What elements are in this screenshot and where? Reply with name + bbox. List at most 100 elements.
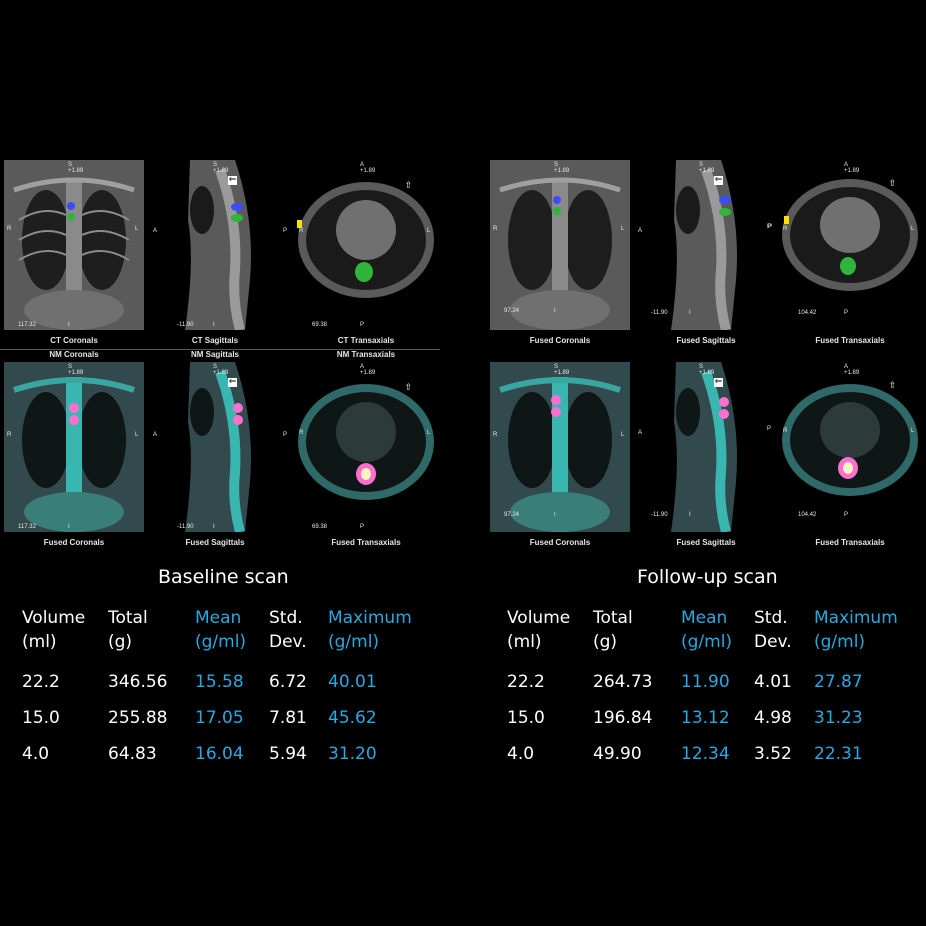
ct-coronal-graphic	[490, 160, 630, 330]
baseline-scan-title: Baseline scan	[158, 566, 289, 588]
header-line-2: Dev.	[754, 632, 792, 652]
followup-fused-coronal-image[interactable]: S +1.89 R L 97.24 I	[490, 362, 630, 532]
cell-maximum: 31.23	[814, 708, 863, 728]
orientation-l-label: L	[427, 430, 431, 436]
direction-arrow-icon: ⇧	[404, 181, 413, 191]
cell-volume: 22.2	[507, 672, 545, 692]
header-volume: Volume (ml)	[22, 606, 85, 654]
ct-sagittal-graphic	[671, 160, 737, 330]
cell-total: 64.83	[108, 744, 157, 764]
cell-mean: 17.05	[195, 708, 244, 728]
followup-top-transaxial-image[interactable]: A +1.89 ⇧ R L 104.42 P	[780, 160, 920, 330]
orientation-r-label: R	[783, 226, 788, 232]
fused-transaxial-graphic	[298, 384, 434, 500]
cell-std-dev: 7.81	[269, 708, 307, 728]
transaxial-position-label: 104.42	[798, 310, 817, 316]
orientation-a-label: A	[153, 228, 158, 234]
cell-total: 255.88	[108, 708, 168, 728]
baseline-ct-coronal-image[interactable]: S +1.89 R L 117.32 I	[4, 160, 144, 330]
caption-fused-transaxials-top: Fused Transaxials	[815, 336, 885, 345]
header-volume: Volume (ml)	[507, 606, 570, 654]
header-line-1: Total	[108, 608, 148, 628]
direction-arrow-icon: ⇧	[888, 179, 897, 189]
cell-std-dev: 6.72	[269, 672, 307, 692]
transaxial-position-label: 104.42	[798, 512, 817, 518]
header-line-2: (g)	[593, 632, 618, 652]
direction-arrow-icon: ⇧	[404, 383, 413, 393]
baseline-fused-transaxial-image[interactable]: A +1.89 ⇧ R L 69.38 P	[296, 362, 436, 532]
orientation-l-label: L	[427, 228, 431, 234]
cell-maximum: 45.62	[328, 708, 377, 728]
orientation-s-label: S	[554, 162, 559, 168]
a-value-label: +1.89	[844, 168, 860, 174]
header-line-1: Std.	[754, 608, 788, 628]
orientation-p-label: P	[768, 224, 773, 230]
cell-total: 264.73	[593, 672, 653, 692]
baseline-ct-sagittal-image[interactable]: S +1.89 ⇐ -11.90 I	[160, 160, 270, 330]
orientation-a-label: A	[638, 228, 643, 234]
followup-top-sagittal-image[interactable]: S +1.89 ⇐ -11.90 I	[646, 160, 756, 330]
cell-std-dev: 4.01	[754, 672, 792, 692]
orientation-p-label: P	[767, 224, 772, 230]
orientation-i-label: I	[689, 512, 691, 518]
cell-std-dev: 5.94	[269, 744, 307, 764]
header-std-dev: Std. Dev.	[754, 606, 792, 654]
cell-total: 49.90	[593, 744, 642, 764]
orientation-r-label: R	[7, 226, 12, 232]
followup-fused-transaxial-image[interactable]: A +1.89 ⇧ R L 104.42 P	[780, 362, 920, 532]
direction-arrow-icon: ⇐	[228, 175, 237, 185]
baseline-ct-transaxial-image[interactable]: A +1.89 ⇧ R L 69.38 P	[296, 160, 436, 330]
orientation-l-label: L	[621, 432, 625, 438]
followup-top-coronal-image[interactable]: S +1.89 R L 97.24 I	[490, 160, 630, 330]
header-line-2: (g)	[108, 632, 133, 652]
orientation-s-label: S	[699, 364, 704, 370]
caption-fused-sagittals-top: Fused Sagittals	[676, 336, 736, 345]
header-line-1: Volume	[507, 608, 571, 628]
header-line-1: Std.	[269, 608, 303, 628]
orientation-i-label: I	[554, 308, 556, 314]
s-value-label: +1.89	[554, 168, 570, 174]
orientation-l-label: L	[135, 432, 139, 438]
fused-coronal-graphic	[4, 362, 144, 532]
direction-arrow-icon: ⇐	[228, 377, 237, 387]
orientation-p-label: P	[844, 310, 849, 316]
header-line-1: Mean	[195, 608, 242, 628]
s-value-label: +1.89	[213, 370, 229, 376]
followup-scan-title: Follow-up scan	[637, 566, 778, 588]
cell-maximum: 40.01	[328, 672, 377, 692]
orientation-p-label: P	[283, 228, 288, 234]
orientation-r-label: R	[299, 430, 304, 436]
orientation-r-label: R	[7, 432, 12, 438]
orientation-r-label: R	[493, 432, 498, 438]
direction-arrow-icon: ⇧	[888, 381, 897, 391]
caption-nm-coronals: NM Coronals	[49, 350, 99, 359]
header-line-1: Maximum	[328, 608, 412, 628]
orientation-i-label: I	[68, 322, 70, 328]
header-line-2: (g/ml)	[681, 632, 733, 652]
fused-sagittal-graphic	[185, 362, 251, 532]
orientation-p-label: P	[360, 524, 365, 530]
orientation-l-label: L	[135, 226, 139, 232]
s-value-label: +1.89	[699, 168, 715, 174]
orientation-i-label: I	[213, 322, 215, 328]
orientation-a-label: A	[844, 364, 849, 370]
orientation-r-label: R	[493, 226, 498, 232]
coronal-position-label: 97.24	[504, 512, 520, 518]
a-value-label: +1.89	[844, 370, 860, 376]
caption-fused-sagittals: Fused Sagittals	[676, 538, 736, 547]
followup-fused-sagittal-image[interactable]: S +1.89 ⇐ -11.90 I	[646, 362, 756, 532]
caption-ct-coronals: CT Coronals	[50, 336, 98, 345]
cell-maximum: 22.31	[814, 744, 863, 764]
orientation-p-label: P	[767, 426, 772, 432]
baseline-fused-coronal-image[interactable]: S +1.89 R L 117.32 I	[4, 362, 144, 532]
s-value-label: +1.89	[68, 168, 84, 174]
baseline-fused-sagittal-image[interactable]: S +1.89 ⇐ -11.90 I	[160, 362, 270, 532]
transaxial-position-label: 69.38	[312, 524, 328, 530]
cell-std-dev: 4.98	[754, 708, 792, 728]
cell-mean: 12.34	[681, 744, 730, 764]
cell-maximum: 31.20	[328, 744, 377, 764]
s-value-label: +1.89	[68, 370, 84, 376]
orientation-p-label: P	[844, 512, 849, 518]
cell-mean: 13.12	[681, 708, 730, 728]
direction-arrow-icon: ⇐	[714, 377, 723, 387]
